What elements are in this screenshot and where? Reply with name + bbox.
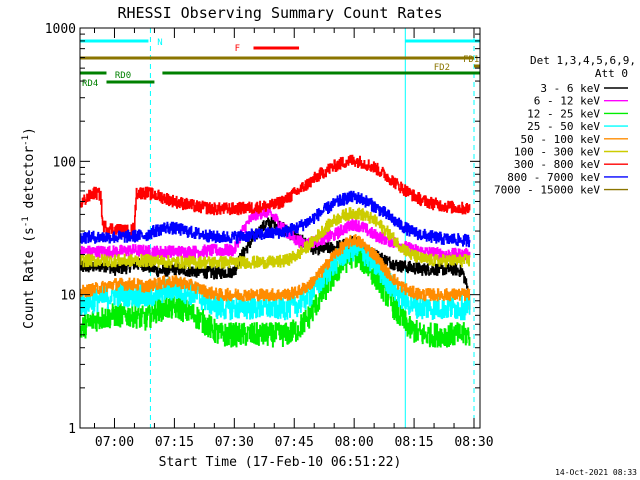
legend-entry-label: 6 - 12 keV: [534, 95, 601, 108]
y-tick-label: 100: [53, 155, 76, 170]
x-tick-label: 08:00: [335, 435, 374, 450]
legend-entry-label: 7000 - 15000 keV: [494, 184, 600, 197]
legend-entry-label: 25 - 50 keV: [527, 120, 600, 133]
mode-band-label: RD4: [82, 79, 98, 89]
plot-frame: [79, 27, 481, 429]
legend-entry-label: 300 - 800 keV: [514, 158, 600, 171]
observing-mode-bands: N F FD1 FD2 RD0 RD4: [80, 38, 480, 89]
series-line-4: [80, 234, 471, 302]
timestamp: 14-Oct-2021 08:33: [555, 468, 637, 477]
plot-area: [79, 28, 475, 428]
series-line-6: [80, 154, 471, 238]
legend-entry-label: 100 - 300 keV: [514, 146, 600, 159]
chart-title: RHESSI Observing Summary Count Rates: [117, 4, 442, 22]
legend-subtitle: Att 0: [595, 67, 628, 80]
series-line-7: [80, 190, 471, 248]
x-tick-label: 07:15: [155, 435, 194, 450]
series-line-5: [80, 207, 471, 269]
legend-entry-label: 3 - 6 keV: [540, 82, 600, 95]
x-tick-label: 08:30: [454, 435, 493, 450]
legend-title: Det 1,3,4,5,6,9,: [530, 54, 636, 67]
axes: 1 10 100 1000 07:00 07:15 07:30 07:45 08:00 08:15…: [45, 22, 494, 450]
x-tick-label: 07:30: [215, 435, 254, 450]
mode-band-label: N: [157, 38, 162, 48]
series-line-2: [80, 244, 471, 348]
x-tick-label: 07:45: [275, 435, 314, 450]
y-axis-label: Count Rate (s-1 detector-1): [21, 127, 37, 329]
mode-band-label: F: [235, 44, 240, 54]
y-tick-label: 10: [60, 289, 76, 304]
y-tick-label: 1000: [45, 22, 76, 37]
legend-entry-label: 50 - 100 keV: [521, 133, 601, 146]
x-axis-label: Start Time (17-Feb-10 06:51:22): [159, 455, 402, 470]
mode-band-label: FD2: [434, 63, 450, 73]
mode-band-label: FD1: [463, 55, 479, 65]
legend-entry-label: 800 - 7000 keV: [507, 171, 600, 184]
legend-entry-label: 12 - 25 keV: [527, 107, 600, 120]
mode-band-label: RD0: [115, 71, 131, 81]
x-tick-label: 08:15: [395, 435, 434, 450]
y-tick-label: 1: [68, 422, 76, 437]
x-tick-label: 07:00: [95, 435, 134, 450]
series-line-3: [80, 236, 471, 321]
